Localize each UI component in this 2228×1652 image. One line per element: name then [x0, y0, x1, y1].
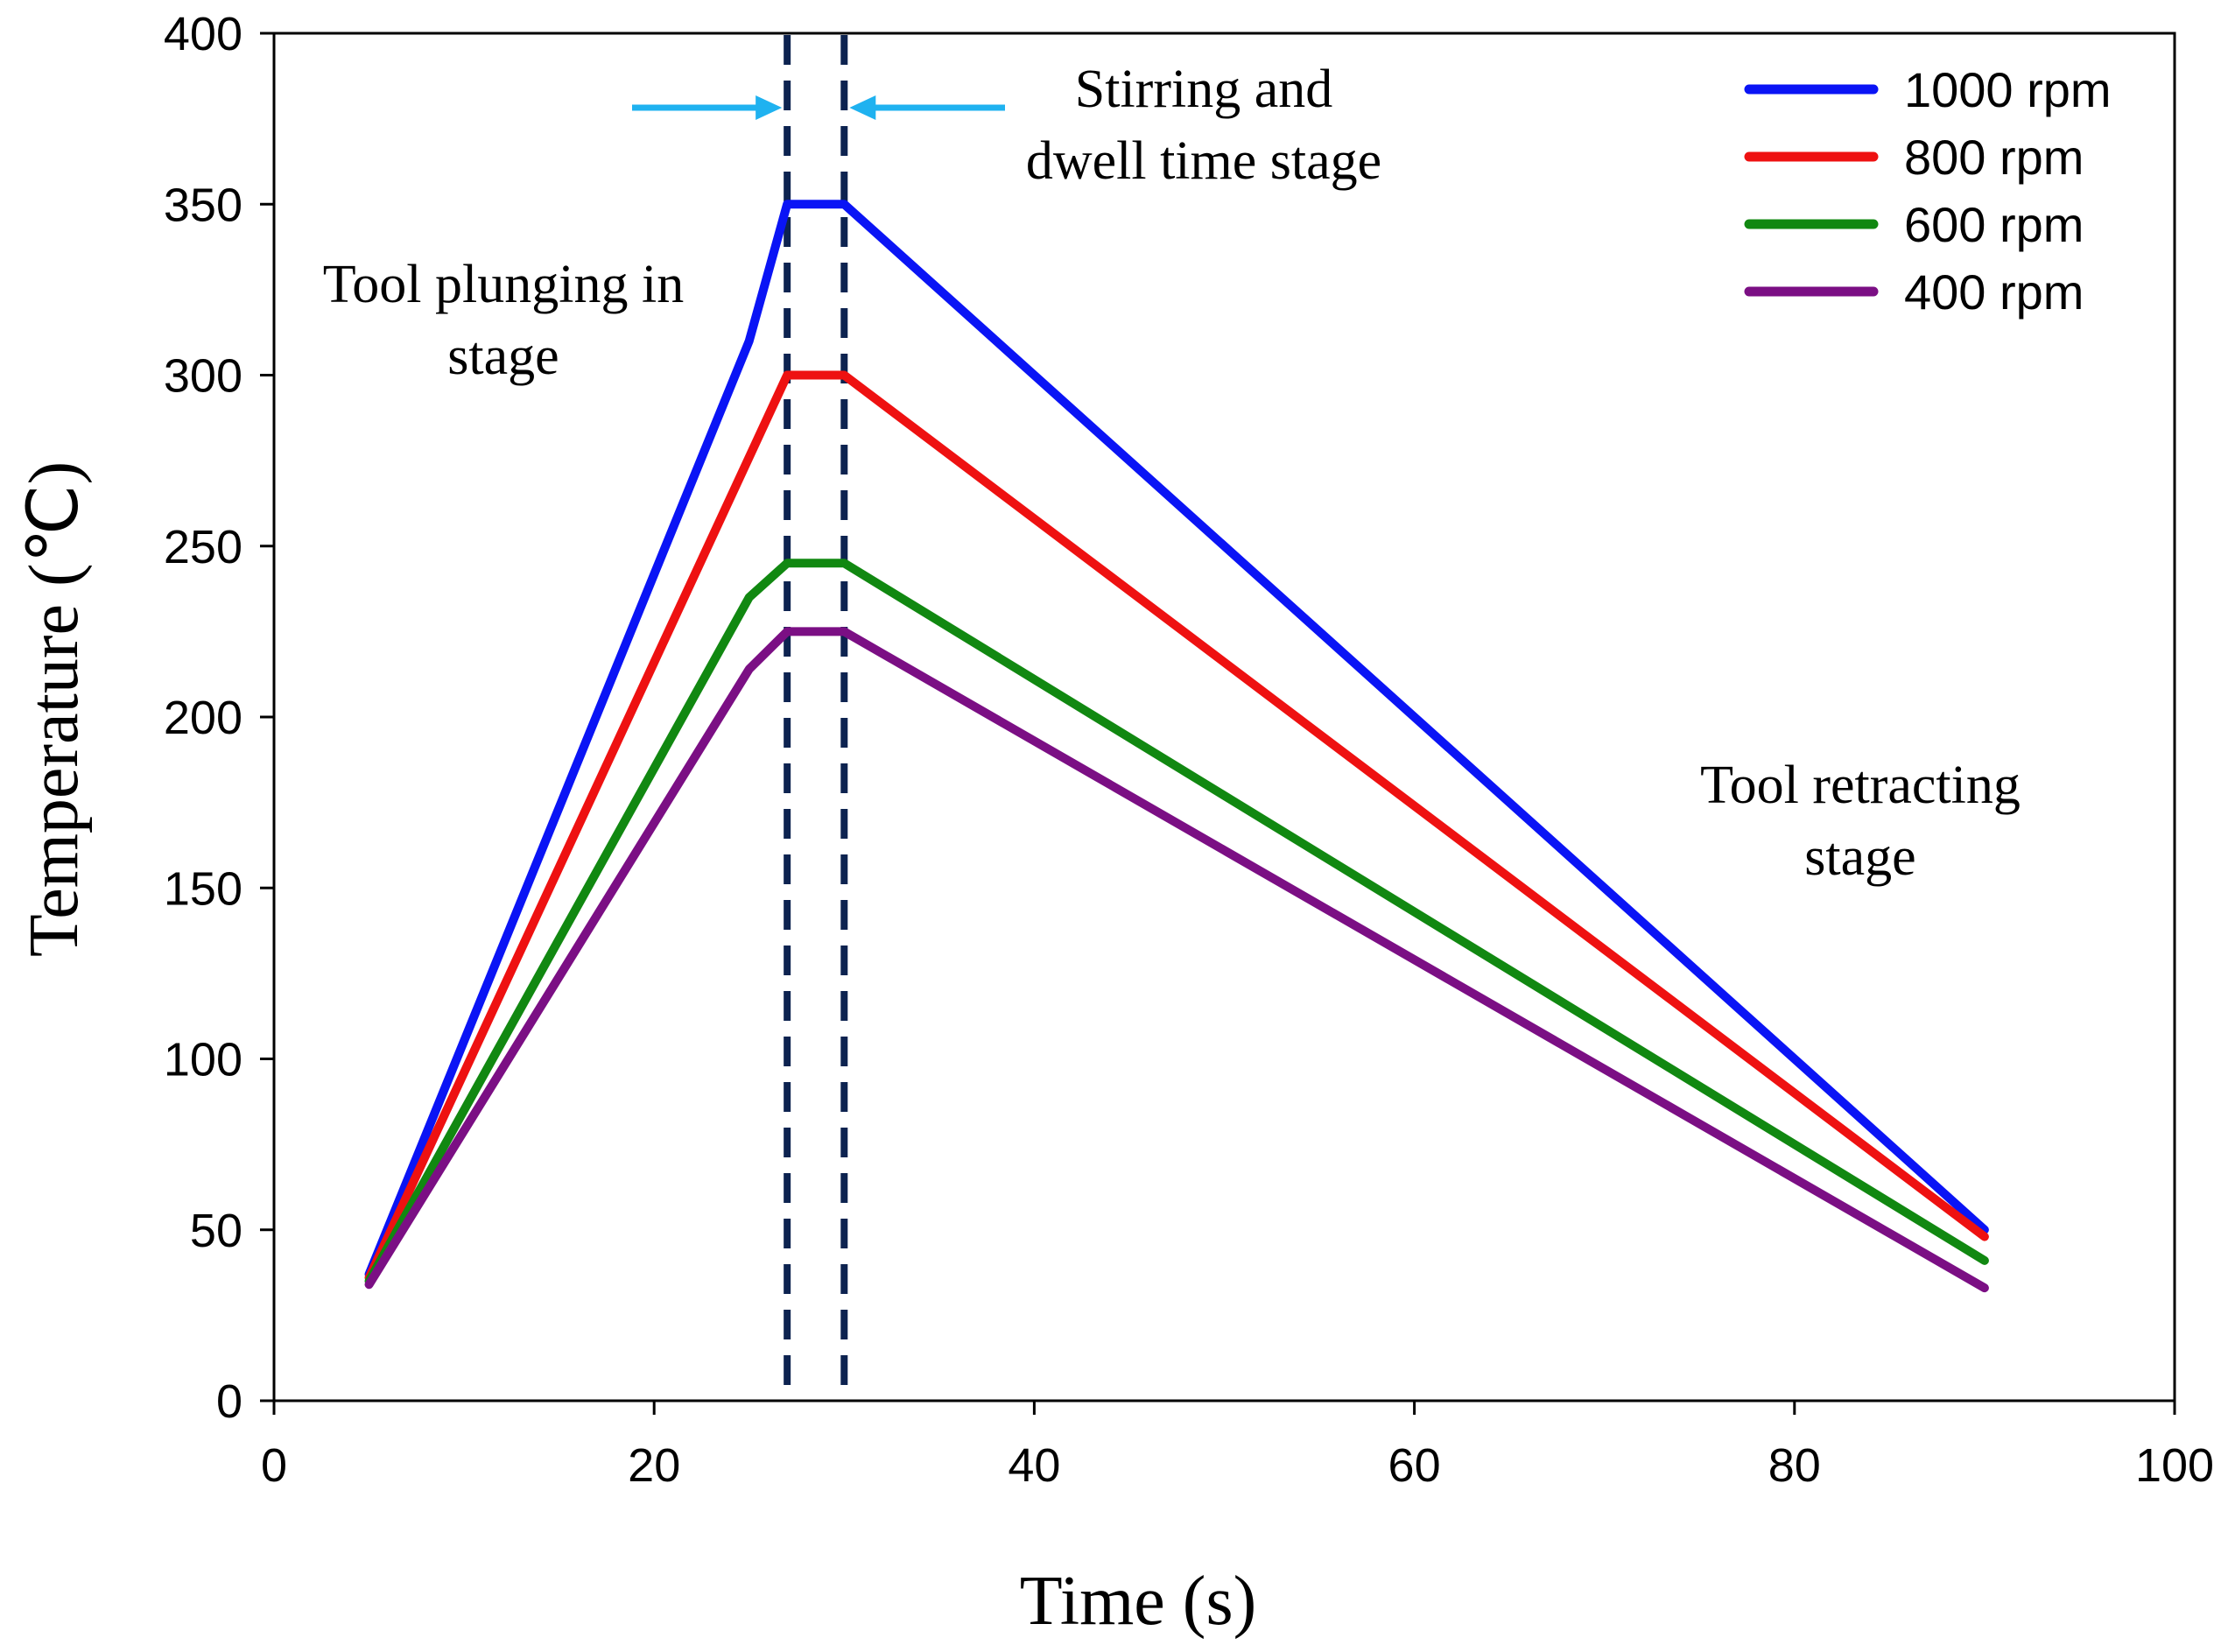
annotation-line: Stirring and: [1075, 60, 1332, 119]
axes: 0 50 100 150 200 250 300 350 400 0 20 40 60 80 100: [164, 8, 2214, 1492]
right-arrowhead-icon: [756, 95, 783, 120]
x-tick-label: 60: [1388, 1439, 1441, 1492]
stage-markers: [632, 35, 1005, 1388]
annotation-plunging-stage: Tool plunging in stage: [323, 255, 684, 386]
legend-label: 800 rpm: [1904, 130, 2084, 185]
series-lines: [364, 200, 1989, 1293]
series-line-800-rpm: [364, 370, 1989, 1283]
x-tick-label: 0: [261, 1439, 287, 1492]
y-tick-label: 250: [164, 521, 242, 573]
x-axis-title: Time (s): [1020, 1563, 1256, 1640]
legend-label: 400 rpm: [1904, 264, 2084, 320]
series-line-1000-rpm: [364, 200, 1989, 1279]
y-tick-label: 0: [216, 1375, 242, 1428]
series-line-400-rpm: [364, 627, 1989, 1293]
x-tick-label: 100: [2135, 1439, 2214, 1492]
legend-label: 1000 rpm: [1904, 62, 2112, 117]
legend: 1000 rpm 800 rpm 600 rpm 400 rpm: [1744, 62, 2112, 320]
annotation-line: dwell time stage: [1026, 131, 1381, 191]
y-tick-label: 300: [164, 350, 242, 403]
y-axis-title: Temperature (℃): [16, 461, 93, 957]
x-tick-label: 80: [1768, 1439, 1821, 1492]
y-tick-label: 350: [164, 179, 242, 231]
annotation-line: Tool retracting: [1700, 756, 2021, 815]
plot-frame: [272, 32, 2176, 1402]
y-tick-label: 50: [190, 1205, 242, 1257]
annotation-line: stage: [447, 327, 559, 386]
x-tick-label: 40: [1008, 1439, 1060, 1492]
y-tick-label: 150: [164, 862, 242, 915]
y-tick-label: 100: [164, 1034, 242, 1086]
annotation-line: Tool plunging in: [323, 255, 684, 314]
annotation-retracting-stage: Tool retracting stage: [1700, 756, 2021, 887]
y-tick-label: 200: [164, 692, 242, 744]
annotations: Stirring and dwell time stage Tool plungin…: [323, 60, 2021, 887]
annotation-dwell-stage: Stirring and dwell time stage: [1026, 60, 1381, 191]
x-tick-label: 20: [628, 1439, 680, 1492]
y-tick-label: 400: [164, 8, 242, 60]
series-line-600-rpm: [364, 559, 1989, 1286]
left-arrowhead-icon: [849, 95, 876, 120]
legend-label: 600 rpm: [1904, 197, 2084, 252]
annotation-line: stage: [1804, 827, 1915, 887]
